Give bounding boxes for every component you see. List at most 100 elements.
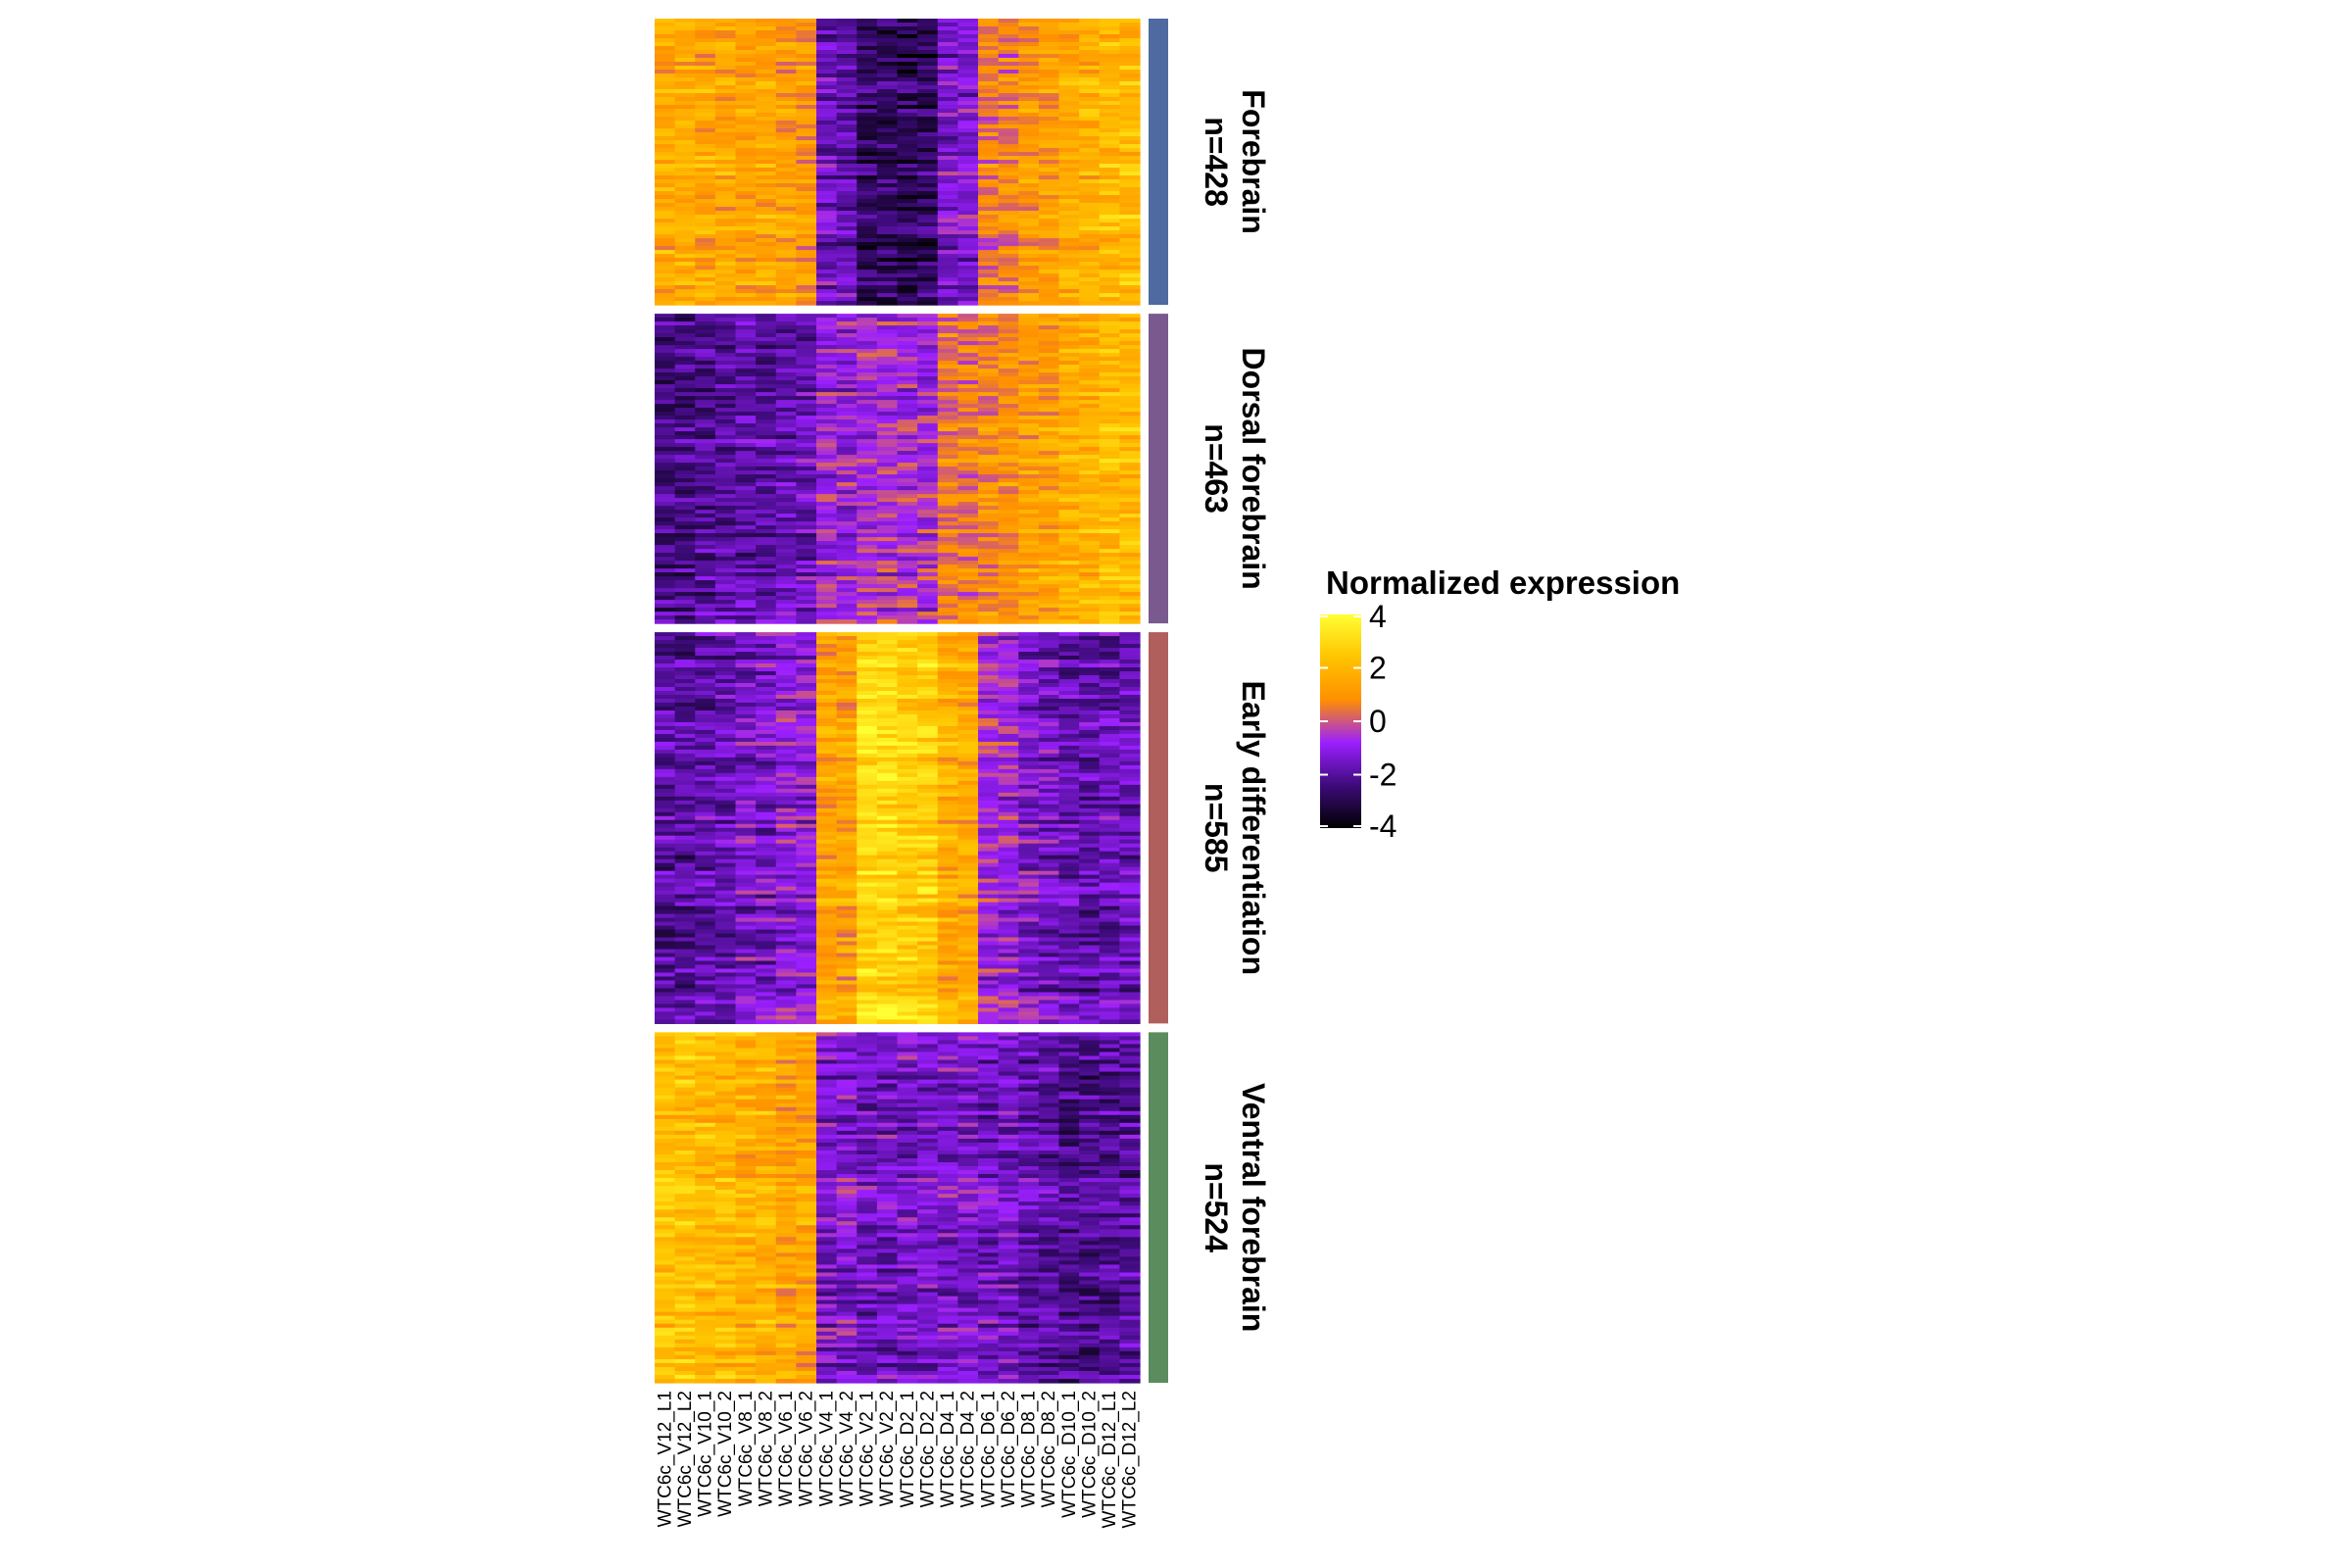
- heatmap-cell: [655, 400, 676, 405]
- heatmap-cell: [756, 811, 777, 817]
- heatmap-cell: [816, 156, 838, 161]
- heatmap-cell: [917, 85, 939, 90]
- heatmap-cell: [655, 42, 676, 47]
- heatmap-cell: [1038, 101, 1060, 106]
- heatmap-cell: [674, 644, 696, 649]
- heatmap-cell: [897, 26, 918, 31]
- heatmap-cell: [897, 81, 918, 86]
- heatmap-cell: [714, 431, 737, 436]
- heatmap-cell: [1038, 222, 1060, 227]
- heatmap-cell: [756, 38, 777, 43]
- heatmap-cell: [836, 285, 858, 290]
- heatmap-cell: [978, 81, 1000, 86]
- heatmap-cell: [1038, 219, 1060, 223]
- heatmap-cell: [857, 808, 878, 813]
- heatmap-cell: [796, 819, 817, 825]
- heatmap-cell: [695, 663, 716, 668]
- heatmap-cell: [897, 737, 918, 743]
- heatmap-cell: [1119, 93, 1141, 98]
- heatmap-cell: [957, 318, 979, 322]
- heatmap-cell: [1058, 698, 1080, 704]
- heatmap-cell: [937, 663, 958, 668]
- heatmap-cell: [714, 741, 737, 747]
- heatmap-cell: [1119, 179, 1141, 184]
- heatmap-cell: [756, 549, 777, 554]
- heatmap-cell: [957, 70, 979, 74]
- heatmap-cell: [695, 660, 716, 664]
- heatmap-cell: [857, 376, 878, 381]
- heatmap-cell: [978, 443, 1000, 448]
- heatmap-cell: [876, 175, 899, 180]
- heatmap-cell: [937, 293, 958, 298]
- heatmap-cell: [1018, 70, 1040, 74]
- heatmap-cell: [1099, 215, 1120, 220]
- heatmap-cell: [674, 50, 696, 55]
- heatmap-cell: [735, 349, 757, 354]
- heatmap-cell: [796, 466, 817, 471]
- heatmap-cell: [1038, 329, 1060, 334]
- heatmap-cell: [655, 663, 676, 668]
- heatmap-cell: [756, 780, 777, 786]
- heatmap-cell: [998, 230, 1019, 235]
- heatmap-cell: [1058, 384, 1080, 389]
- heatmap-cell: [1038, 392, 1060, 397]
- heatmap-cell: [957, 160, 979, 165]
- heatmap-cell: [937, 195, 958, 200]
- heatmap-cell: [1058, 640, 1080, 645]
- heatmap-cell: [1038, 26, 1060, 31]
- heatmap-cell: [897, 588, 918, 593]
- heatmap-cell: [1018, 455, 1040, 460]
- heatmap-cell: [1119, 792, 1141, 798]
- heatmap-cell: [876, 529, 899, 534]
- heatmap-cell: [897, 353, 918, 358]
- heatmap-cell: [876, 325, 899, 330]
- heatmap-cell: [897, 835, 918, 841]
- heatmap-cell: [1099, 615, 1120, 620]
- heatmap-cell: [998, 510, 1019, 514]
- heatmap-cell: [1119, 466, 1141, 471]
- heatmap-cell: [735, 847, 757, 853]
- heatmap-cell: [857, 105, 878, 110]
- heatmap-cell: [1079, 490, 1101, 495]
- heatmap-cell: [1079, 584, 1101, 589]
- heatmap-cell: [655, 423, 676, 428]
- heatmap-cell: [1079, 525, 1101, 530]
- heatmap-cell: [998, 819, 1019, 825]
- heatmap-cell: [937, 230, 958, 235]
- heatmap-cell: [836, 117, 858, 122]
- heatmap-cell: [1018, 368, 1040, 373]
- heatmap-cell: [1079, 694, 1101, 700]
- heatmap-cell: [735, 843, 757, 849]
- heatmap-cell: [674, 207, 696, 212]
- heatmap-cell: [1119, 23, 1141, 27]
- heatmap-cell: [674, 404, 696, 409]
- heatmap-cell: [917, 273, 939, 278]
- heatmap-cell: [674, 160, 696, 165]
- heatmap-cell: [1018, 760, 1040, 766]
- heatmap-cell: [796, 517, 817, 522]
- heatmap-cell: [978, 568, 1000, 573]
- heatmap-cell: [1079, 404, 1101, 409]
- heatmap-cell: [978, 416, 1000, 420]
- heatmap-cell: [695, 632, 716, 637]
- heatmap-cell: [897, 691, 918, 696]
- heatmap-cell: [714, 663, 737, 668]
- heatmap-cell: [756, 584, 777, 589]
- heatmap-cell: [714, 679, 737, 684]
- heatmap-cell: [1099, 729, 1120, 735]
- heatmap-cell: [735, 796, 757, 802]
- heatmap-cell: [1038, 262, 1060, 267]
- heatmap-cell: [816, 648, 838, 653]
- heatmap-cell: [816, 592, 838, 597]
- heatmap-cell: [714, 843, 737, 849]
- heatmap-cell: [998, 741, 1019, 747]
- heatmap-cell: [816, 561, 838, 565]
- heatmap-cell: [674, 238, 696, 243]
- heatmap-cell: [655, 70, 676, 74]
- heatmap-cell: [674, 109, 696, 114]
- heatmap-cell: [836, 667, 858, 672]
- heatmap-cell: [756, 242, 777, 247]
- heatmap-cell: [655, 772, 676, 778]
- heatmap-cell: [1018, 242, 1040, 247]
- heatmap-cell: [1099, 160, 1120, 165]
